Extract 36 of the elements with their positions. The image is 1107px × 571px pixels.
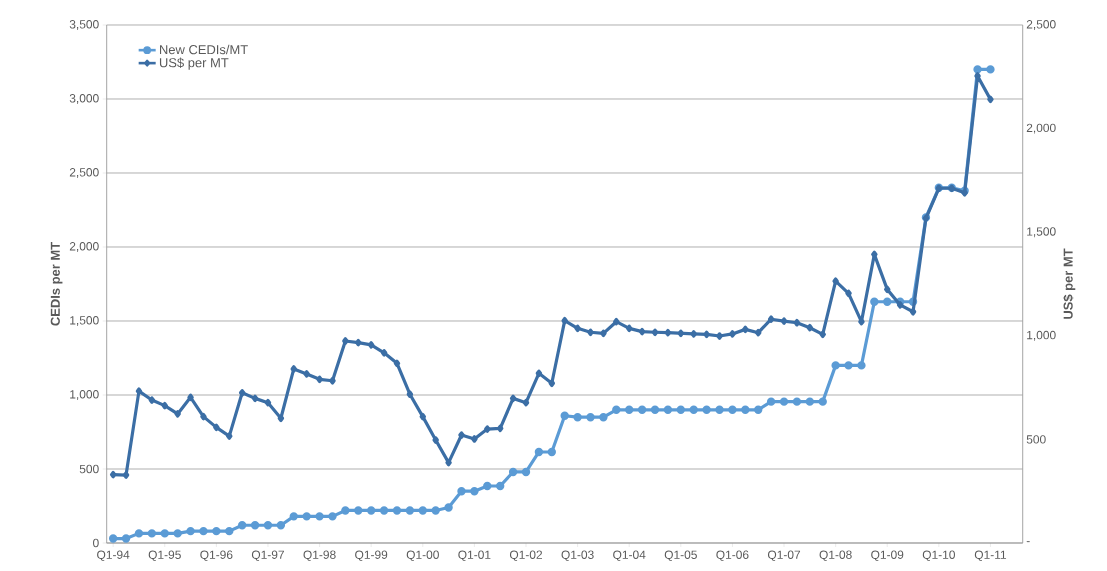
x-tick-label: Q1-96 (200, 550, 233, 562)
x-tick-label: Q1-07 (767, 550, 801, 562)
x-tick-label: Q1-04 (613, 550, 646, 562)
x-tick-label: Q1-97 (251, 550, 284, 562)
y-axis-title: CEDIs per MT (50, 242, 63, 326)
x-tick-label: Q1-94 (97, 550, 130, 562)
x-tick-label: Q1-03 (561, 550, 594, 562)
y2-tick-label: 2,000 (1026, 123, 1056, 134)
y2-tick-label: - (1026, 541, 1030, 543)
x-tick-label: Q1-95 (148, 550, 181, 562)
y-tick-label: 0 (93, 538, 99, 548)
x-tick-label: Q1-06 (716, 550, 749, 562)
x-tick-label: Q1-08 (819, 550, 852, 562)
x-tick-label: Q1-00 (406, 550, 439, 562)
x-tick-label: Q1-01 (458, 550, 491, 562)
legend-label: US$ per MT (159, 57, 229, 70)
y2-axis-title: US$ per MT (1062, 248, 1076, 319)
y2-tick-label: 1,500 (1027, 227, 1056, 238)
x-tick-label: Q1-11 (974, 550, 1007, 562)
x-tick-label: Q1-99 (355, 550, 388, 562)
x-tick-label: Q1-09 (871, 550, 904, 562)
x-tick-label: Q1-98 (303, 550, 336, 562)
y-tick-label: 2,000 (69, 242, 99, 252)
y-tick-label: 3,500 (69, 20, 99, 30)
legend-label: New CEDIs/MT (160, 44, 248, 55)
y-tick-label: 1,500 (70, 316, 99, 326)
y2-tick-label: 2,500 (1026, 20, 1056, 30)
x-tick-label: Q1-02 (509, 550, 543, 562)
x-tick-label: Q1-10 (922, 550, 955, 562)
y-tick-label: 1,000 (70, 390, 99, 400)
y-tick-label: 3,000 (69, 94, 99, 104)
x-tick-label: Q1-05 (664, 550, 697, 562)
y-tick-label: 500 (79, 464, 99, 474)
y2-tick-label: 1,000 (1027, 330, 1056, 341)
y2-tick-label: 500 (1026, 435, 1046, 444)
y-tick-label: 2,500 (69, 168, 99, 178)
